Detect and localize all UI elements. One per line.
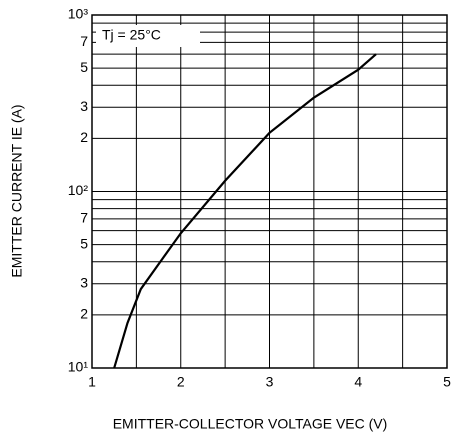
y-axis-label: EMITTER CURRENT IE (A) bbox=[9, 104, 25, 277]
y-tick-label: 7 bbox=[80, 33, 88, 49]
y-tick-label: 2 bbox=[80, 129, 88, 145]
x-tick-label: 1 bbox=[88, 374, 96, 390]
y-tick-label: 10² bbox=[68, 182, 89, 198]
x-tick-label: 5 bbox=[443, 374, 451, 390]
y-tick-label: 5 bbox=[80, 59, 88, 75]
y-tick-label: 3 bbox=[80, 274, 88, 290]
curve bbox=[113, 53, 377, 369]
y-tick-label: 10¹ bbox=[68, 359, 89, 375]
annotation-box bbox=[96, 25, 200, 47]
y-tick-label: 2 bbox=[80, 306, 88, 322]
annotation: Tj = 25°C bbox=[102, 27, 161, 43]
x-tick-label: 2 bbox=[177, 374, 185, 390]
x-tick-label: 4 bbox=[354, 374, 362, 390]
y-tick-label: 5 bbox=[80, 235, 88, 251]
x-tick-label: 3 bbox=[266, 374, 274, 390]
y-tick-label: 10³ bbox=[68, 6, 89, 22]
y-tick-label: 7 bbox=[80, 210, 88, 226]
x-axis-label: EMITTER-COLLECTOR VOLTAGE VEC (V) bbox=[113, 416, 388, 432]
plot-frame bbox=[91, 14, 448, 369]
y-tick-label: 3 bbox=[80, 98, 88, 114]
